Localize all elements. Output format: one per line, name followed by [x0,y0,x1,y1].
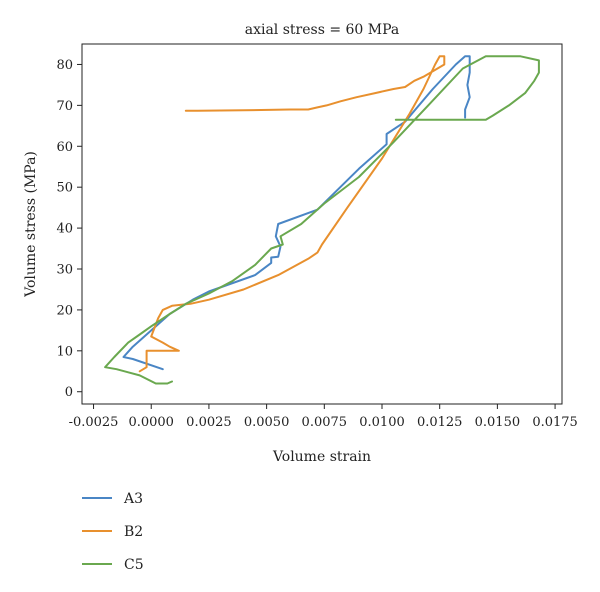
chart-title: axial stress = 60 MPa [245,22,400,38]
y-tick-label: 20 [56,303,73,318]
plot-frame [81,43,563,405]
y-tick-label: 80 [56,58,73,73]
legend: A3 B2 C5 [82,491,144,573]
y-tick-label: 40 [56,222,73,237]
x-tick-label: 0.0025 [186,415,232,430]
x-tick-label: 0.0050 [244,415,290,430]
y-tick-label: 60 [56,140,73,155]
legend-label-b2: B2 [124,524,143,540]
x-tick-label: -0.0025 [69,415,119,430]
y-axis-label: Volume stress (MPa) [23,151,39,298]
series-line-c5 [104,55,540,385]
x-axis-ticks: -0.0025 0.0000 0.0025 0.0050 0.0075 0.0100 0.0… [69,404,578,430]
x-axis-label: Volume strain [272,449,371,465]
y-tick-label: 10 [56,344,73,359]
legend-label-c5: C5 [124,557,144,573]
y-tick-label: 30 [56,263,73,278]
y-tick-label: 70 [56,99,73,114]
x-tick-label: 0.0125 [417,415,463,430]
series-line-a3 [122,55,471,371]
y-axis-ticks: 0 10 20 30 40 50 60 70 80 [56,58,82,400]
x-tick-label: 0.0150 [475,415,521,430]
x-tick-label: 0.0175 [532,415,578,430]
x-tick-label: 0.0000 [128,415,174,430]
series-layer [104,55,540,385]
x-tick-label: 0.0100 [359,415,405,430]
x-tick-label: 0.0075 [302,415,348,430]
y-tick-label: 50 [56,181,73,196]
series-line-b2 [138,55,446,373]
y-tick-label: 0 [65,385,73,400]
legend-label-a3: A3 [123,491,143,507]
